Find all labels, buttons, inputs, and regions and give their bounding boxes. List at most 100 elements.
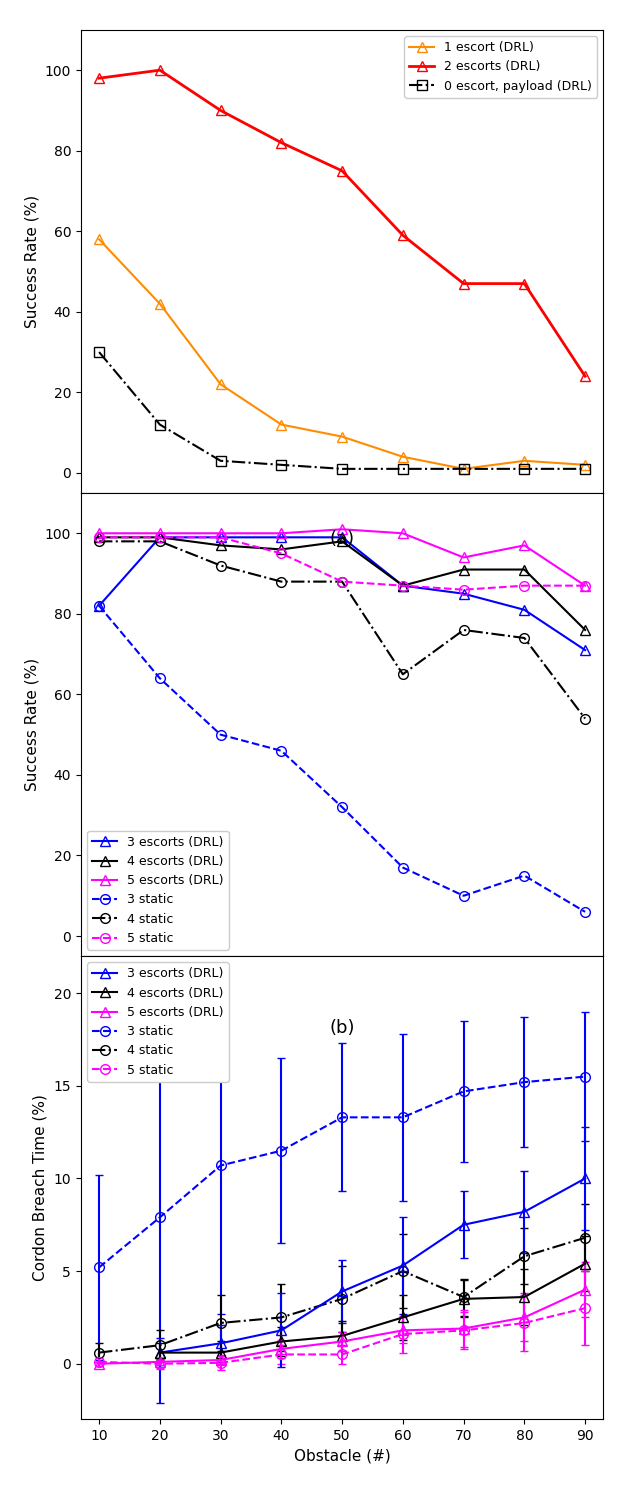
5 static xyxy=(277,544,285,562)
X-axis label: Obstacle (#): Obstacle (#) xyxy=(294,1449,391,1464)
4 static xyxy=(95,532,103,550)
5 static xyxy=(217,529,225,547)
3 escorts (DRL) xyxy=(460,584,467,602)
1 escort (DRL) xyxy=(582,456,589,474)
X-axis label: Obstacle (#): Obstacle (#) xyxy=(294,986,391,1001)
1 escort (DRL) xyxy=(217,375,225,393)
2 escorts (DRL) xyxy=(338,161,346,179)
0 escort, payload (DRL) xyxy=(460,460,467,478)
5 escorts (DRL) xyxy=(156,524,164,542)
4 escorts (DRL) xyxy=(582,622,589,639)
4 static xyxy=(399,665,407,683)
4 escorts (DRL) xyxy=(521,560,528,578)
4 escorts (DRL) xyxy=(95,529,103,547)
5 escorts (DRL) xyxy=(217,524,225,542)
Y-axis label: Success Rate (%): Success Rate (%) xyxy=(24,657,39,792)
4 escorts (DRL) xyxy=(277,541,285,559)
3 static xyxy=(460,887,467,905)
Text: (b): (b) xyxy=(330,1019,355,1037)
1 escort (DRL) xyxy=(156,294,164,312)
0 escort, payload (DRL) xyxy=(95,344,103,362)
Y-axis label: Success Rate (%): Success Rate (%) xyxy=(24,194,39,329)
4 static xyxy=(460,622,467,639)
1 escort (DRL) xyxy=(95,230,103,248)
4 static xyxy=(521,629,528,647)
3 escorts (DRL) xyxy=(521,601,528,619)
0 escort, payload (DRL) xyxy=(156,415,164,433)
4 escorts (DRL) xyxy=(156,529,164,547)
0 escort, payload (DRL) xyxy=(217,451,225,469)
5 static xyxy=(582,577,589,595)
5 escorts (DRL) xyxy=(460,548,467,566)
Line: 4 escorts (DRL): 4 escorts (DRL) xyxy=(94,532,590,635)
4 escorts (DRL) xyxy=(217,536,225,554)
3 escorts (DRL) xyxy=(95,596,103,614)
3 static xyxy=(156,669,164,687)
0 escort, payload (DRL) xyxy=(277,456,285,474)
5 escorts (DRL) xyxy=(277,524,285,542)
3 static xyxy=(217,726,225,744)
4 static xyxy=(582,710,589,728)
3 escorts (DRL) xyxy=(582,641,589,659)
X-axis label: Obstacle (#): Obstacle (#) xyxy=(294,523,391,538)
3 escorts (DRL) xyxy=(156,529,164,547)
Line: 0 escort, payload (DRL): 0 escort, payload (DRL) xyxy=(94,347,590,474)
2 escorts (DRL) xyxy=(217,102,225,120)
5 static xyxy=(156,529,164,547)
4 escorts (DRL) xyxy=(399,577,407,595)
1 escort (DRL) xyxy=(460,460,467,478)
4 static xyxy=(338,572,346,590)
5 escorts (DRL) xyxy=(95,524,103,542)
Line: 5 static: 5 static xyxy=(94,532,590,595)
Y-axis label: Cordon Breach Time (%): Cordon Breach Time (%) xyxy=(33,1094,48,1282)
0 escort, payload (DRL) xyxy=(338,460,346,478)
3 escorts (DRL) xyxy=(217,529,225,547)
5 static xyxy=(521,577,528,595)
Legend: 3 escorts (DRL), 4 escorts (DRL), 5 escorts (DRL), 3 static, 4 static, 5 static: 3 escorts (DRL), 4 escorts (DRL), 5 esco… xyxy=(87,962,229,1082)
3 static xyxy=(338,798,346,816)
Line: 2 escorts (DRL): 2 escorts (DRL) xyxy=(94,66,590,381)
1 escort (DRL) xyxy=(521,451,528,469)
5 static xyxy=(460,581,467,599)
3 static xyxy=(95,596,103,614)
5 escorts (DRL) xyxy=(338,520,346,538)
4 escorts (DRL) xyxy=(338,532,346,550)
5 static xyxy=(399,577,407,595)
Line: 5 escorts (DRL): 5 escorts (DRL) xyxy=(94,524,590,590)
3 static xyxy=(582,902,589,920)
5 escorts (DRL) xyxy=(582,577,589,595)
Text: (a): (a) xyxy=(330,530,355,548)
2 escorts (DRL) xyxy=(399,226,407,244)
2 escorts (DRL) xyxy=(582,368,589,385)
2 escorts (DRL) xyxy=(95,69,103,87)
4 static xyxy=(277,572,285,590)
Line: 1 escort (DRL): 1 escort (DRL) xyxy=(94,235,590,474)
5 static xyxy=(95,529,103,547)
4 static xyxy=(156,532,164,550)
0 escort, payload (DRL) xyxy=(582,460,589,478)
0 escort, payload (DRL) xyxy=(521,460,528,478)
2 escorts (DRL) xyxy=(521,275,528,293)
Line: 4 static: 4 static xyxy=(94,536,590,723)
5 escorts (DRL) xyxy=(399,524,407,542)
2 escorts (DRL) xyxy=(277,133,285,151)
5 escorts (DRL) xyxy=(521,536,528,554)
0 escort, payload (DRL) xyxy=(399,460,407,478)
5 static xyxy=(338,572,346,590)
3 escorts (DRL) xyxy=(338,529,346,547)
Legend: 1 escort (DRL), 2 escorts (DRL), 0 escort, payload (DRL): 1 escort (DRL), 2 escorts (DRL), 0 escor… xyxy=(404,36,597,97)
4 static xyxy=(217,557,225,575)
4 escorts (DRL) xyxy=(460,560,467,578)
1 escort (DRL) xyxy=(277,415,285,433)
1 escort (DRL) xyxy=(338,427,346,445)
1 escort (DRL) xyxy=(399,448,407,466)
Line: 3 escorts (DRL): 3 escorts (DRL) xyxy=(94,532,590,654)
2 escorts (DRL) xyxy=(460,275,467,293)
3 escorts (DRL) xyxy=(277,529,285,547)
Line: 3 static: 3 static xyxy=(94,601,590,917)
2 escorts (DRL) xyxy=(156,61,164,79)
3 static xyxy=(277,743,285,760)
Legend: 3 escorts (DRL), 4 escorts (DRL), 5 escorts (DRL), 3 static, 4 static, 5 static: 3 escorts (DRL), 4 escorts (DRL), 5 esco… xyxy=(87,831,229,950)
3 escorts (DRL) xyxy=(399,577,407,595)
3 static xyxy=(521,867,528,884)
